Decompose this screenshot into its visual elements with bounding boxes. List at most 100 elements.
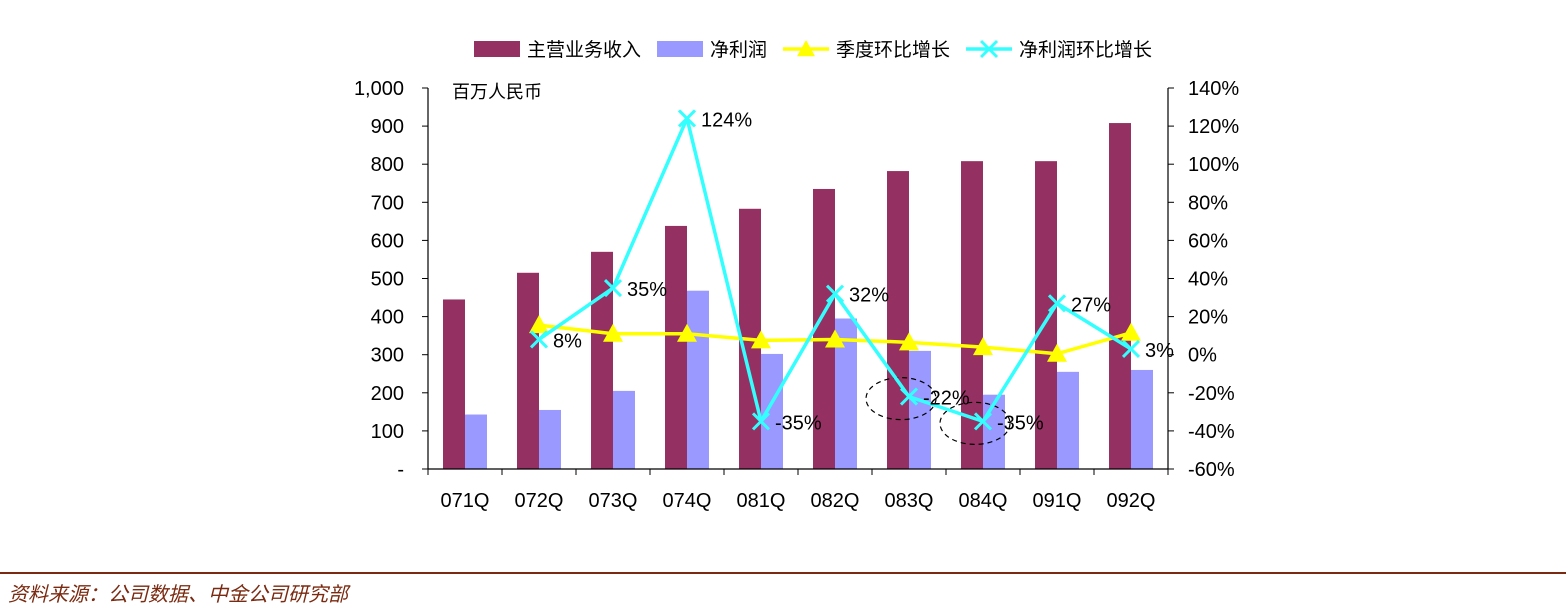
marker-profit-qoq-072Q — [529, 330, 549, 349]
bar-revenue-083Q — [887, 171, 909, 470]
lines — [529, 109, 1141, 445]
bar-net-profit-072Q — [539, 409, 561, 469]
bar-revenue-073Q — [591, 251, 613, 469]
legend-swatch-net-profit — [657, 41, 704, 57]
marker-profit-qoq-081Q-stroke-b — [751, 412, 771, 431]
legend-swatch-revenue — [474, 41, 520, 57]
left-tick-label: 900 — [371, 116, 404, 138]
legend-marker-profit-qoq-stroke-b — [979, 39, 999, 59]
data-label-081Q: -35% — [775, 412, 822, 434]
marker-profit-qoq-084Q-stroke-b — [973, 412, 993, 431]
left-tick-label: 600 — [371, 230, 404, 252]
bar-net-profit-091Q — [1057, 371, 1079, 469]
left-tick-label: 400 — [371, 307, 404, 329]
marker-profit-qoq-083Q-stroke-b — [899, 387, 919, 406]
x-tick-label: 082Q — [811, 490, 860, 512]
marker-profit-qoq-073Q-stroke-b — [603, 278, 623, 298]
marker-profit-qoq-074Q — [677, 109, 697, 128]
marker-profit-qoq-092Q-stroke-b — [1121, 339, 1141, 359]
data-label-091Q: 27% — [1071, 294, 1111, 316]
bar-net-profit-074Q — [687, 290, 709, 469]
right-tick-label: 80% — [1188, 192, 1228, 214]
marker-revenue-qoq-082Q — [825, 329, 845, 348]
left-tick-label: 500 — [371, 269, 404, 291]
marker-profit-qoq-081Q — [751, 412, 771, 431]
marker-revenue-qoq-084Q — [973, 337, 993, 356]
bar-revenue-084Q — [961, 161, 983, 470]
marker-profit-qoq-091Q — [1047, 294, 1067, 313]
data-label-084Q: -35% — [997, 412, 1044, 434]
bar-net-profit-082Q — [835, 318, 857, 469]
right-tick-label: 20% — [1188, 307, 1228, 329]
data-label-072Q: 8% — [553, 330, 582, 352]
legend-marker-revenue-qoq — [797, 40, 816, 57]
right-tick-label: 0% — [1188, 345, 1217, 367]
right-tick-label: 120% — [1188, 116, 1239, 138]
x-tick-label: 072Q — [515, 490, 564, 512]
data-label-082Q: 32% — [849, 285, 889, 307]
marker-profit-qoq-073Q — [603, 278, 623, 298]
x-tick-label: 071Q — [441, 490, 490, 512]
bar-net-profit-083Q — [909, 350, 931, 469]
data-label-073Q: 35% — [627, 279, 667, 301]
x-tick-label: 091Q — [1033, 490, 1082, 512]
bar-net-profit-092Q — [1131, 369, 1153, 469]
left-tick-label: 800 — [371, 154, 404, 176]
x-tick-label: 081Q — [737, 490, 786, 512]
left-tick-label: 700 — [371, 192, 404, 214]
bar-revenue-072Q — [517, 272, 539, 469]
right-tick-label: -60% — [1188, 459, 1235, 481]
data-label-074Q: 124% — [701, 109, 752, 131]
marker-profit-qoq-084Q — [973, 412, 993, 431]
bar-revenue-082Q — [813, 188, 835, 469]
marker-profit-qoq-091Q-stroke-b — [1047, 294, 1067, 313]
left-tick-label: 1,000 — [354, 78, 404, 100]
left-tick-label: 200 — [371, 383, 404, 405]
bar-revenue-071Q — [443, 299, 465, 469]
marker-revenue-qoq-074Q — [677, 323, 697, 342]
marker-profit-qoq-082Q — [825, 284, 845, 303]
right-tick-label: -40% — [1188, 421, 1235, 443]
data-label-092Q: 3% — [1145, 340, 1174, 362]
right-tick-label: 60% — [1188, 230, 1228, 252]
footer-divider — [0, 572, 1566, 574]
legend-marker-profit-qoq — [979, 39, 999, 59]
marker-revenue-qoq-081Q — [751, 330, 771, 349]
bar-net-profit-073Q — [613, 390, 635, 469]
marker-profit-qoq-072Q-stroke-b — [529, 330, 549, 349]
axes: - 100 200 300 400 500 600 700 800 900 1,000 -60% -40… — [354, 78, 1239, 512]
right-tick-label: 40% — [1188, 269, 1228, 291]
marker-profit-qoq-092Q — [1121, 339, 1141, 359]
source-note: 资料来源：公司数据、中金公司研究部 — [8, 582, 348, 606]
unit-label: 百万人民币 — [452, 82, 542, 103]
left-tick-label: 100 — [371, 421, 404, 443]
legend-label-profit-qoq: 净利润环比增长 — [1019, 39, 1152, 61]
marker-revenue-qoq-092Q — [1121, 322, 1141, 341]
x-tick-label: 083Q — [885, 490, 934, 512]
bars — [443, 123, 1153, 470]
marker-profit-qoq-074Q-stroke-b — [677, 109, 697, 128]
data-label-083Q: -22% — [923, 388, 970, 410]
bar-revenue-074Q — [665, 225, 687, 469]
left-tick-label: 300 — [371, 345, 404, 367]
x-tick-label: 092Q — [1107, 490, 1156, 512]
data-labels: 8% 35% 124% -35% 32% -22% -35% 27% 3% — [553, 109, 1174, 434]
highlight-ellipse-084Q — [939, 401, 1011, 445]
marker-profit-qoq-082Q-stroke-b — [825, 284, 845, 303]
marker-revenue-qoq-073Q — [603, 323, 623, 342]
x-tick-label: 084Q — [959, 490, 1008, 512]
legend-label-revenue-qoq: 季度环比增长 — [836, 39, 950, 61]
right-tick-label: 140% — [1188, 78, 1239, 100]
highlight-ellipse-083Q — [865, 377, 937, 421]
marker-revenue-qoq-072Q — [529, 315, 549, 334]
right-tick-label: -20% — [1188, 383, 1235, 405]
chart: 主营业务收入 净利润 季度环比增长 净利润环比增长 - 100 200 300 400 500 6… — [354, 39, 1239, 512]
bar-revenue-091Q — [1035, 161, 1057, 470]
bar-revenue-092Q — [1109, 123, 1131, 469]
legend-label-net-profit: 净利润 — [710, 39, 767, 61]
legend-label-revenue: 主营业务收入 — [527, 39, 641, 61]
x-tick-label: 073Q — [589, 490, 638, 512]
bar-net-profit-071Q — [465, 414, 487, 469]
legend: 主营业务收入 净利润 季度环比增长 净利润环比增长 — [474, 39, 1152, 61]
bar-net-profit-081Q — [761, 353, 783, 469]
